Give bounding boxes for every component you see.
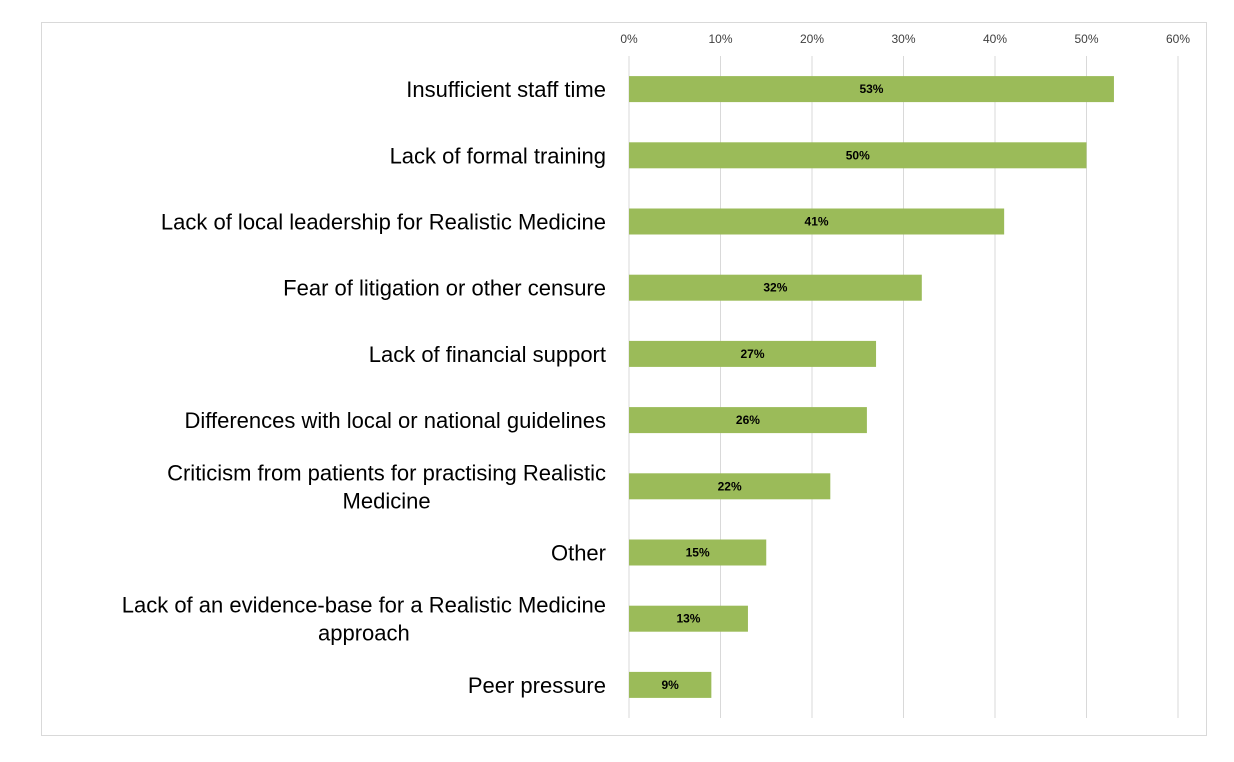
bar xyxy=(629,76,1114,103)
bar xyxy=(629,340,877,367)
category-label: Peer pressure xyxy=(468,673,606,698)
category-label: approach xyxy=(318,621,410,646)
category-label: Lack of formal training xyxy=(390,143,606,168)
category-label: Fear of litigation or other censure xyxy=(283,276,606,301)
data-label: 22% xyxy=(718,479,742,493)
category-label: Medicine xyxy=(343,488,431,513)
category-label: Insufficient staff time xyxy=(406,77,606,102)
category-label: Differences with local or national guide… xyxy=(184,408,606,433)
bar xyxy=(629,671,712,698)
data-label: 15% xyxy=(686,546,710,560)
data-label: 13% xyxy=(676,612,700,626)
category-label: Lack of an evidence-base for a Realistic… xyxy=(122,593,606,618)
data-label: 50% xyxy=(846,148,870,162)
x-tick-label: 50% xyxy=(1074,32,1098,46)
bar xyxy=(629,407,867,434)
x-tick-label: 20% xyxy=(800,32,824,46)
category-label: Lack of financial support xyxy=(369,342,606,367)
bar xyxy=(629,142,1087,169)
data-label: 9% xyxy=(662,678,680,692)
data-label: 26% xyxy=(736,413,760,427)
x-tick-label: 40% xyxy=(983,32,1007,46)
category-label: Criticism from patients for practising R… xyxy=(167,460,606,485)
data-label: 41% xyxy=(805,215,829,229)
x-tick-label: 0% xyxy=(620,32,638,46)
bar xyxy=(629,274,922,301)
x-tick-label: 10% xyxy=(708,32,732,46)
bar xyxy=(629,208,1005,235)
chart-frame xyxy=(41,22,1207,736)
x-tick-label: 60% xyxy=(1166,32,1190,46)
data-label: 27% xyxy=(741,347,765,361)
bar xyxy=(629,605,748,632)
category-label: Other xyxy=(551,541,606,566)
data-label: 32% xyxy=(763,281,787,295)
bar xyxy=(629,473,831,500)
x-tick-label: 30% xyxy=(891,32,915,46)
data-label: 53% xyxy=(859,82,883,96)
bar xyxy=(629,539,767,566)
category-label: Lack of local leadership for Realistic M… xyxy=(161,210,606,235)
